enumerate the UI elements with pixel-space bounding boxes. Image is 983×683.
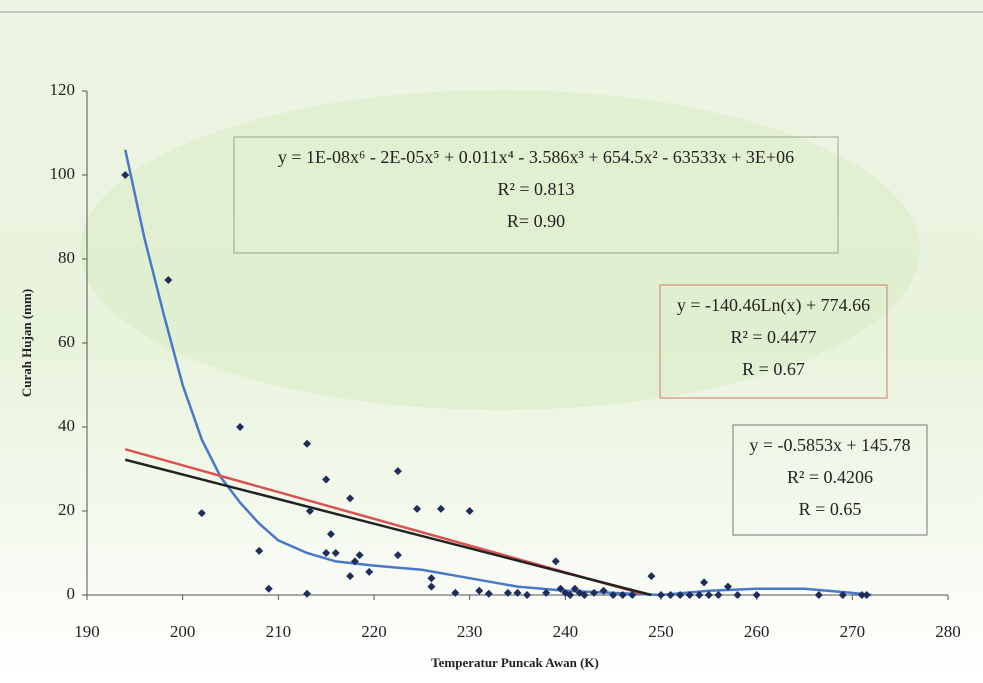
y-tick-label: 120 bbox=[50, 80, 76, 99]
y-tick-label: 100 bbox=[50, 164, 76, 183]
x-tick-label: 270 bbox=[840, 622, 866, 641]
annotation-text: R= 0.90 bbox=[507, 211, 565, 231]
y-tick-label: 20 bbox=[58, 500, 75, 519]
annotation-text: R = 0.65 bbox=[799, 499, 862, 519]
y-axis-label: Curah Hujan (mm) bbox=[19, 289, 34, 397]
x-axis-label: Temperatur Puncak Awan (K) bbox=[431, 655, 599, 670]
annotation-text: R² = 0.4206 bbox=[787, 467, 873, 487]
annotation-text: R = 0.67 bbox=[742, 359, 805, 379]
annotation-text: y = -0.5853x + 145.78 bbox=[749, 435, 910, 455]
y-tick-label: 0 bbox=[67, 584, 76, 603]
annotation-text: y = -140.46Ln(x) + 774.66 bbox=[677, 295, 870, 316]
y-tick-label: 60 bbox=[58, 332, 75, 351]
x-tick-label: 260 bbox=[744, 622, 770, 641]
y-tick-label: 40 bbox=[58, 416, 75, 435]
x-tick-label: 280 bbox=[935, 622, 961, 641]
annotation-text: y = 1E-08x⁶ - 2E-05x⁵ + 0.011x⁴ - 3.586x… bbox=[278, 147, 794, 167]
annotation-text: R² = 0.813 bbox=[497, 179, 574, 199]
x-tick-label: 220 bbox=[361, 622, 387, 641]
y-tick-label: 80 bbox=[58, 248, 75, 267]
chart: Curah Hujan (mm) Temperatur Puncak Awan … bbox=[0, 0, 983, 683]
x-tick-label: 200 bbox=[170, 622, 196, 641]
x-tick-label: 240 bbox=[553, 622, 579, 641]
x-tick-label: 190 bbox=[74, 622, 100, 641]
x-tick-label: 210 bbox=[266, 622, 292, 641]
annotation-text: R² = 0.4477 bbox=[730, 327, 816, 347]
x-tick-label: 230 bbox=[457, 622, 483, 641]
x-tick-label: 250 bbox=[648, 622, 674, 641]
